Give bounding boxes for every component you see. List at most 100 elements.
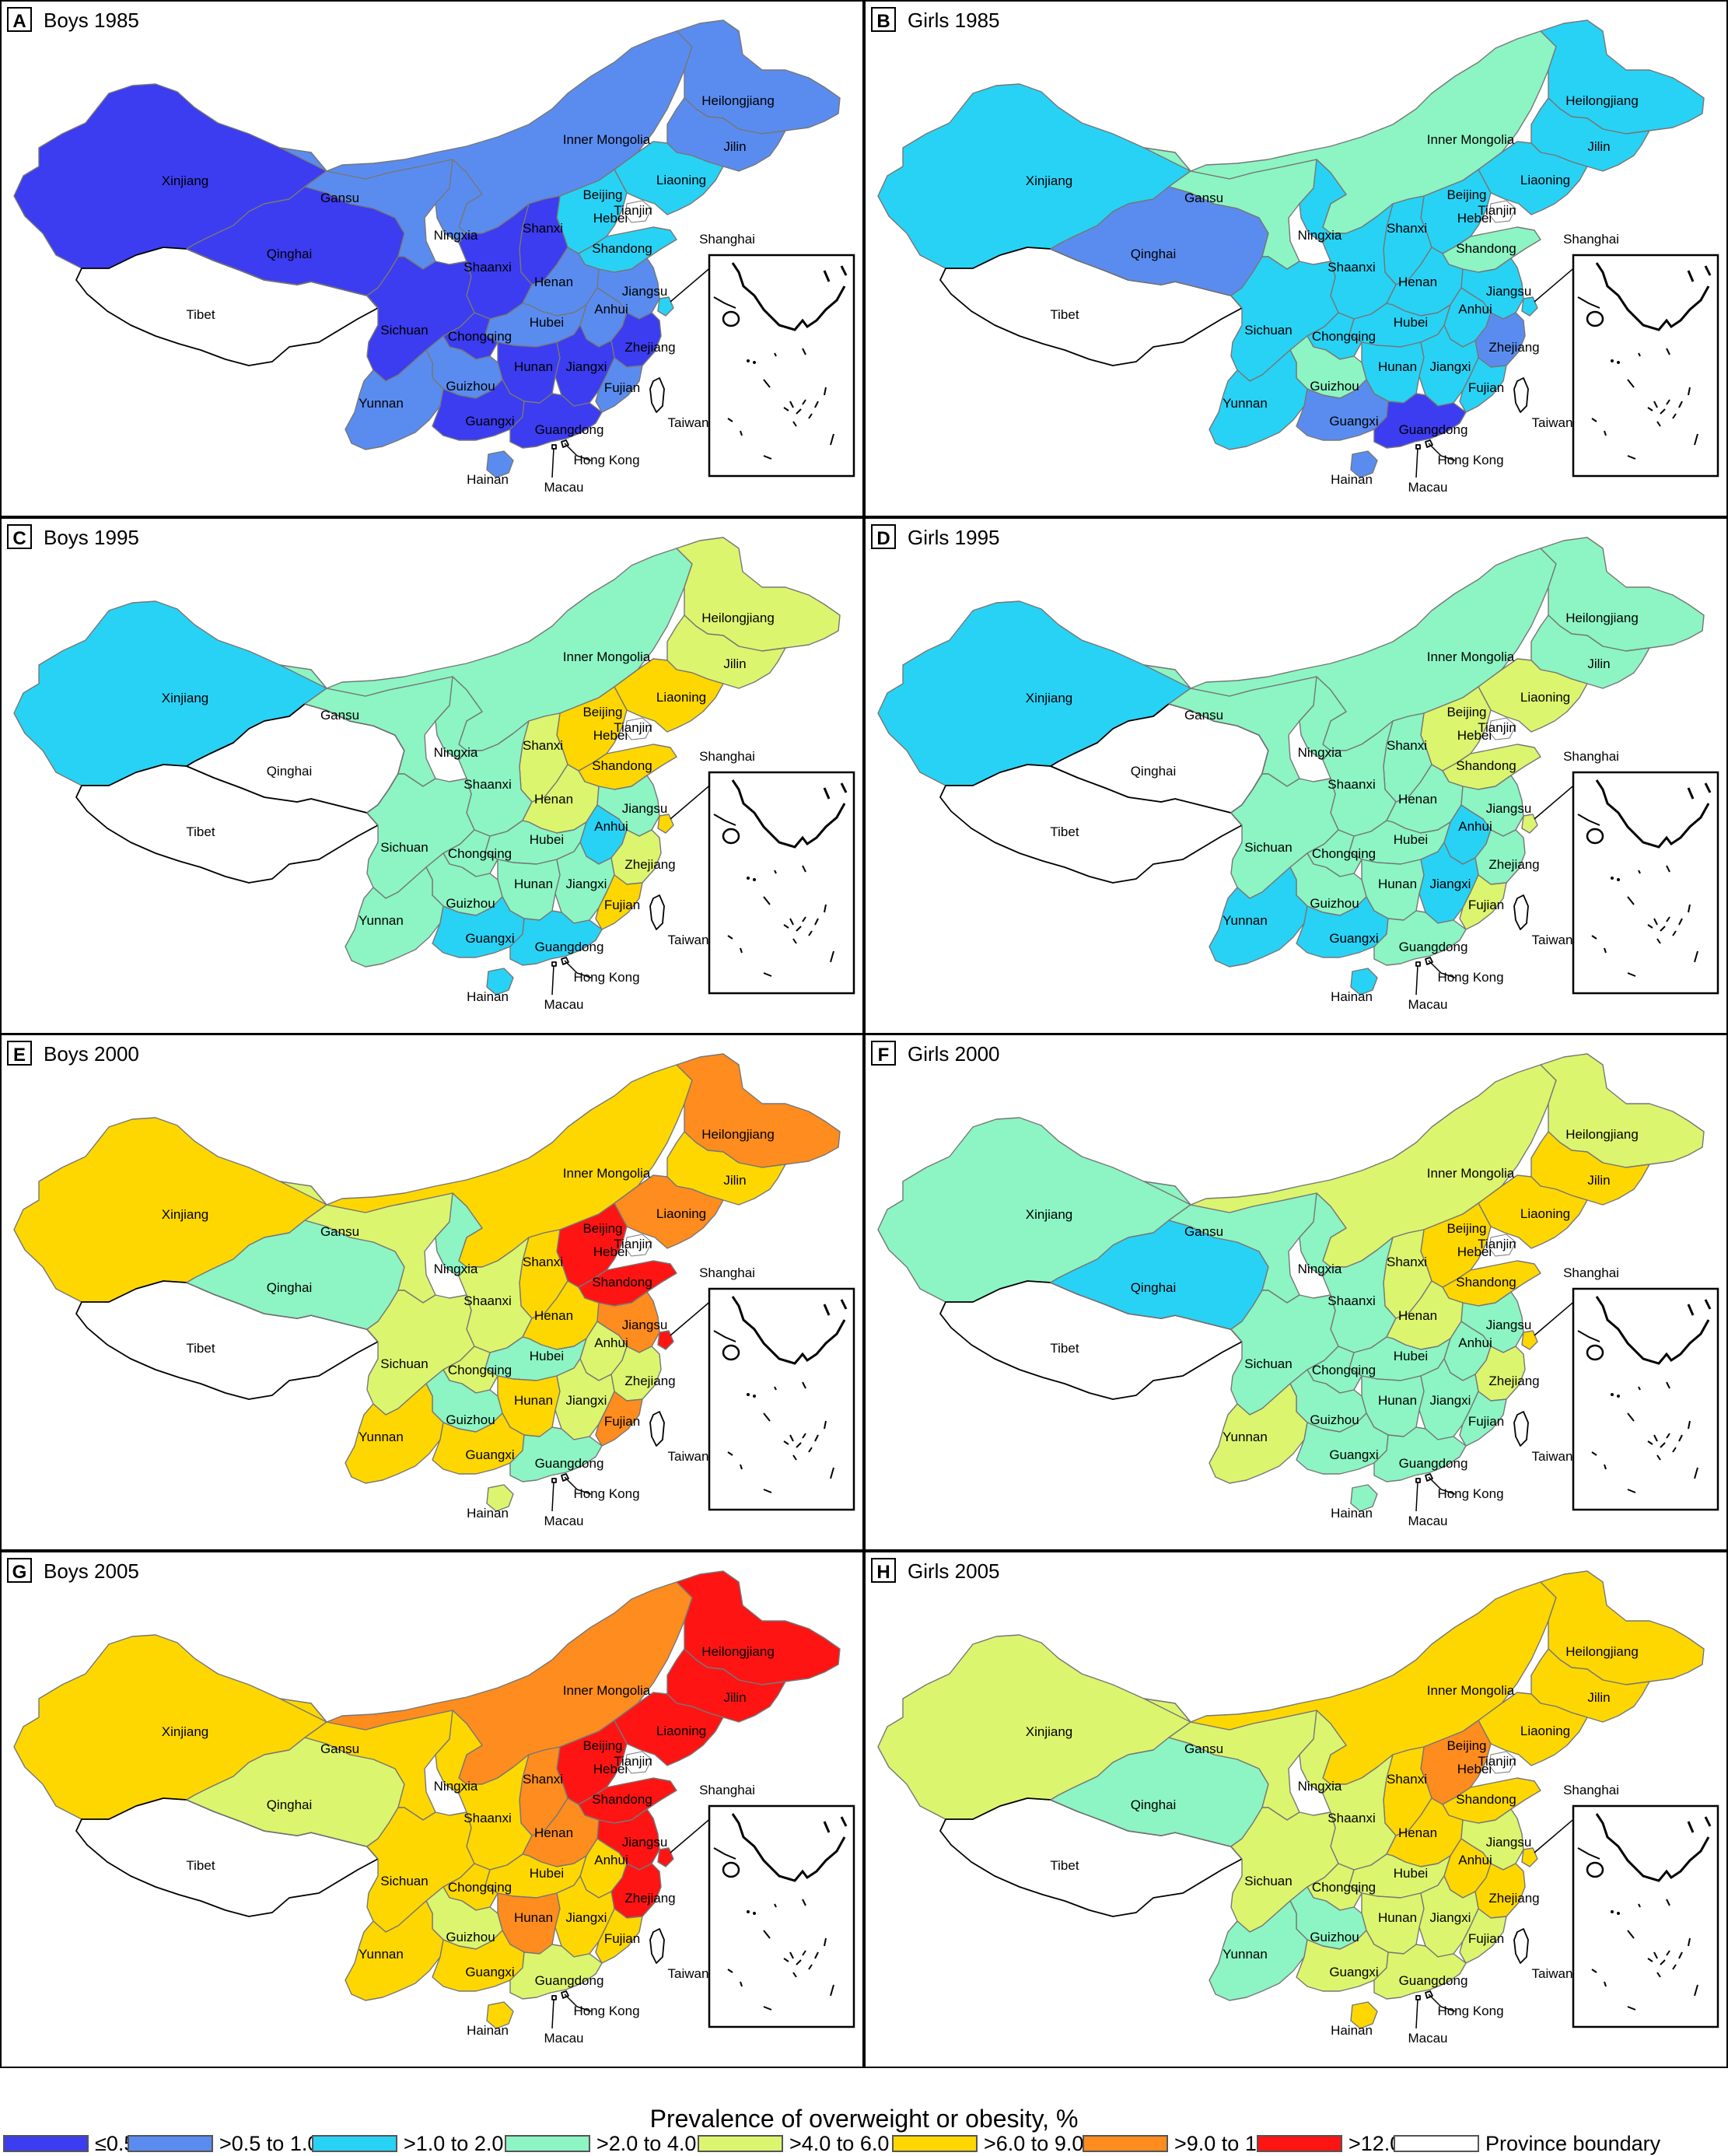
label-qinghai: Qinghai [267, 1280, 313, 1295]
label-liaoning: Liaoning [656, 1724, 706, 1738]
label-chongqing: Chongqing [448, 1363, 512, 1377]
label-hebei: Hebei [593, 1244, 628, 1259]
province-layer [877, 1053, 1705, 1512]
south-china-sea-inset [708, 1287, 855, 1511]
panel-title: Girls 2005 [908, 1559, 1000, 1583]
hong-kong-leader-line [1428, 1993, 1456, 2012]
label-liaoning: Liaoning [656, 1206, 706, 1221]
label-tibet: Tibet [1050, 1858, 1079, 1873]
province-guangdong [509, 910, 603, 966]
label-anhui: Anhui [1458, 1335, 1492, 1350]
province-layer [13, 537, 841, 996]
label-zhejiang: Zhejiang [624, 1891, 675, 1906]
label-gansu: Gansu [320, 1741, 359, 1756]
legend-item-6: >9.0 to 12.0 [1083, 2132, 1286, 2155]
label-jiangxi: Jiangxi [566, 1910, 607, 1925]
province-fujian [1459, 874, 1507, 930]
label-zhejiang: Zhejiang [624, 340, 675, 355]
label-jiangsu: Jiangsu [622, 801, 668, 816]
panel-letter-box [871, 1558, 896, 1583]
panel-letter: H [876, 1562, 890, 1583]
label-hong-kong: Hong Kong [1437, 970, 1503, 985]
label-shanxi: Shanxi [1387, 738, 1427, 753]
label-fujian: Fujian [1468, 1414, 1504, 1429]
label-xinjiang: Xinjiang [1026, 173, 1073, 188]
label-liaoning: Liaoning [656, 173, 706, 187]
province-yunnan [345, 1383, 444, 1484]
label-hainan: Hainan [467, 989, 509, 1004]
label-hebei: Hebei [1457, 1244, 1492, 1259]
province-zhejiang [610, 1346, 662, 1402]
label-jilin: Jilin [723, 1690, 746, 1705]
label-qinghai: Qinghai [1131, 247, 1177, 261]
label-sichuan: Sichuan [380, 840, 428, 855]
legend-item-3: >2.0 to 4.0 [505, 2132, 696, 2155]
label-henan: Henan [534, 1825, 573, 1840]
label-hong-kong: Hong Kong [1437, 2004, 1503, 2018]
hong-kong-leader-line [564, 1993, 592, 2012]
panel-title: Boys 1985 [44, 9, 139, 32]
label-guangxi: Guangxi [465, 1447, 514, 1462]
label-shandong: Shandong [592, 758, 652, 773]
legend-swatch [3, 2135, 89, 2152]
province-hainan [486, 2001, 514, 2029]
label-shanxi: Shanxi [523, 1255, 563, 1269]
label-hubei: Hubei [530, 1349, 564, 1363]
label-inner-mongolia: Inner Mongolia [563, 132, 651, 147]
province-fujian [1459, 1908, 1507, 1964]
label-henan: Henan [1398, 1825, 1437, 1840]
label-hong-kong: Hong Kong [573, 1486, 639, 1501]
legend-label: >1.0 to 2.0 [404, 2131, 504, 2155]
hong-kong-leader-line [1428, 1476, 1456, 1495]
legend-swatch [892, 2135, 978, 2152]
legend-item-2: >1.0 to 2.0 [312, 2131, 504, 2155]
label-liaoning: Liaoning [1520, 690, 1570, 705]
label-shanghai: Shanghai [1563, 1265, 1619, 1280]
label-yunnan: Yunnan [1223, 1947, 1268, 1962]
province-liaoning [614, 141, 724, 215]
label-yunnan: Yunnan [359, 1947, 404, 1962]
label-fujian: Fujian [604, 380, 640, 395]
province-shanghai [657, 1330, 674, 1350]
label-guangdong: Guangdong [1399, 1456, 1468, 1471]
label-beijing: Beijing [582, 1738, 622, 1753]
label-guangdong: Guangdong [535, 940, 604, 954]
label-tianjin: Tianjin [1478, 720, 1516, 735]
province-macau [551, 1478, 557, 1483]
province-shanghai [657, 296, 674, 317]
legend-swatch [698, 2135, 783, 2152]
label-tianjin: Tianjin [614, 1237, 652, 1251]
label-chongqing: Chongqing [448, 329, 512, 344]
panel-letter: F [878, 1045, 890, 1066]
label-ningxia: Ningxia [434, 1779, 478, 1794]
label-heilongjiang: Heilongjiang [701, 1127, 775, 1142]
label-beijing: Beijing [1446, 1221, 1486, 1236]
label-heilongjiang: Heilongjiang [1565, 611, 1639, 625]
label-shanghai: Shanghai [699, 232, 755, 247]
label-taiwan: Taiwan [1532, 1966, 1573, 1981]
label-shanghai: Shanghai [699, 1783, 755, 1797]
south-china-sea-inset [708, 1804, 855, 2028]
label-yunnan: Yunnan [359, 396, 404, 411]
label-yunnan: Yunnan [359, 913, 404, 928]
label-shandong: Shandong [592, 1792, 652, 1807]
label-guangxi: Guangxi [1329, 1965, 1378, 1979]
label-macau: Macau [1408, 997, 1447, 1012]
province-yunnan [1209, 1383, 1308, 1484]
label-fujian: Fujian [604, 1931, 640, 1946]
label-fujian: Fujian [1468, 898, 1504, 912]
province-fujian [595, 357, 643, 413]
province-layer [13, 19, 841, 478]
south-china-sea-inset [1572, 771, 1719, 995]
label-hainan: Hainan [467, 472, 509, 487]
macau-leader-line [1415, 964, 1418, 996]
label-taiwan: Taiwan [668, 1449, 709, 1464]
label-hunan: Hunan [514, 1393, 553, 1408]
label-fujian: Fujian [1468, 1931, 1504, 1946]
label-zhejiang: Zhejiang [1488, 857, 1539, 872]
label-fujian: Fujian [1468, 380, 1504, 395]
label-tibet: Tibet [186, 1858, 215, 1873]
label-inner-mongolia: Inner Mongolia [1427, 1683, 1515, 1698]
label-inner-mongolia: Inner Mongolia [563, 1166, 651, 1181]
